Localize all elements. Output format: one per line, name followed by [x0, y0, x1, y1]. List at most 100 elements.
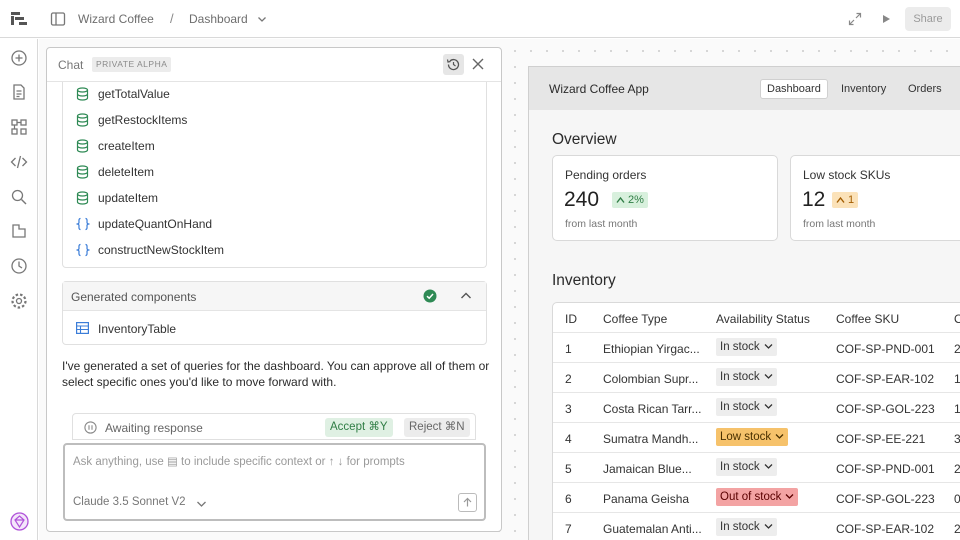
braces-icon: [76, 217, 90, 231]
chevron-down-icon: [764, 404, 773, 410]
component-item[interactable]: InventoryTable: [63, 312, 486, 345]
document-icon[interactable]: [10, 83, 28, 101]
awaiting-response-bar: Awaiting response Accept ⌘Y Reject ⌘N: [72, 413, 476, 440]
tab-dashboard[interactable]: Dashboard: [760, 79, 828, 99]
app-logo-icon[interactable]: [10, 10, 28, 28]
stat-delta-badge: 2%: [612, 192, 648, 208]
assistant-gem-icon[interactable]: [10, 512, 29, 531]
column-header[interactable]: O: [954, 312, 960, 326]
query-item[interactable]: createItem: [63, 136, 488, 156]
query-label: getTotalValue: [98, 87, 170, 101]
send-button[interactable]: [458, 493, 477, 512]
expand-icon[interactable]: [848, 12, 862, 26]
toggle-sidebar-icon[interactable]: [50, 11, 66, 27]
query-label: getRestockItems: [98, 113, 188, 127]
chevron-down-icon: [764, 524, 773, 530]
braces-icon: [76, 243, 90, 257]
breadcrumb-page[interactable]: Dashboard: [189, 12, 248, 26]
status-dropdown[interactable]: Low stock: [716, 428, 789, 446]
status-dropdown[interactable]: Out of stock: [716, 488, 799, 506]
status-dropdown[interactable]: In stock: [716, 518, 777, 536]
column-header[interactable]: Coffee SKU: [836, 312, 900, 326]
table-row[interactable]: 7 Guatemalan Anti... In stock COF-SP-EAR…: [553, 513, 960, 540]
code-icon[interactable]: [10, 153, 28, 171]
status-dropdown[interactable]: In stock: [716, 368, 777, 386]
generated-components-title: Generated components: [71, 290, 197, 304]
search-icon[interactable]: [10, 188, 28, 206]
chat-history-icon[interactable]: [443, 54, 464, 75]
table-row[interactable]: 5 Jamaican Blue... In stock COF-SP-PND-0…: [553, 453, 960, 483]
close-icon[interactable]: [471, 57, 485, 71]
column-header[interactable]: Availability Status: [716, 312, 810, 326]
cell-id: 6: [565, 492, 572, 506]
stat-delta-value: 1: [848, 194, 855, 206]
query-label: deleteItem: [98, 165, 155, 179]
chat-input-placeholder: Ask anything, use ▤ to include specific …: [73, 456, 405, 468]
assistant-message: I've generated a set of queries for the …: [62, 359, 490, 389]
chat-input[interactable]: Ask anything, use ▤ to include specific …: [63, 443, 486, 521]
history-icon[interactable]: [10, 257, 28, 275]
reject-button[interactable]: Reject ⌘N: [404, 418, 470, 437]
app-preview: Wizard Coffee App Dashboard Inventory Or…: [528, 66, 960, 540]
status-label: Low stock: [720, 431, 772, 443]
cell-quantity: 2: [954, 522, 960, 536]
table-row[interactable]: 6 Panama Geisha Out of stock COF-SP-GOL-…: [553, 483, 960, 513]
breadcrumb-project[interactable]: Wizard Coffee: [78, 12, 154, 26]
query-label: constructNewStockItem: [98, 243, 225, 257]
tab-inventory[interactable]: Inventory: [841, 83, 887, 95]
stat-card-pending-orders: Pending orders 240 2% from last month: [552, 155, 778, 241]
query-item[interactable]: getTotalValue: [63, 84, 488, 104]
cell-coffee-type: Colombian Supr...: [603, 372, 699, 386]
database-icon: [76, 113, 89, 127]
chevron-down-icon[interactable]: [257, 14, 267, 24]
inventory-table: ID Coffee Type Availability Status Coffe…: [552, 302, 960, 540]
stat-subtext: from last month: [803, 218, 876, 230]
query-item[interactable]: constructNewStockItem: [63, 240, 488, 260]
chevron-down-icon[interactable]: [196, 499, 207, 509]
column-header[interactable]: Coffee Type: [603, 312, 668, 326]
breadcrumb-separator: /: [170, 11, 174, 26]
query-item[interactable]: deleteItem: [63, 162, 488, 182]
cell-id: 5: [565, 462, 572, 476]
accept-button[interactable]: Accept ⌘Y: [325, 418, 393, 437]
cell-id: 4: [565, 432, 572, 446]
cell-quantity: 2: [954, 342, 960, 356]
chevron-up-icon[interactable]: [460, 291, 472, 301]
query-item[interactable]: getRestockItems: [63, 110, 488, 130]
table-row[interactable]: 1 Ethiopian Yirgac... In stock COF-SP-PN…: [553, 333, 960, 363]
model-selector[interactable]: Claude 3.5 Sonnet V2: [73, 496, 186, 508]
play-icon[interactable]: [880, 13, 892, 25]
add-icon[interactable]: [10, 49, 28, 67]
query-item[interactable]: updateItem: [63, 188, 488, 208]
chat-panel: Chat PRIVATE ALPHA getTotalValue getRest…: [46, 47, 502, 532]
query-label: createItem: [98, 139, 155, 153]
table-row[interactable]: 3 Costa Rican Tarr... In stock COF-SP-GO…: [553, 393, 960, 423]
tab-orders[interactable]: Orders: [908, 83, 942, 95]
query-item[interactable]: updateQuantOnHand: [63, 214, 488, 234]
status-dropdown[interactable]: In stock: [716, 398, 777, 416]
check-circle-icon: [423, 289, 437, 303]
table-row[interactable]: 4 Sumatra Mandh... Low stock COF-SP-EE-2…: [553, 423, 960, 453]
component-label: InventoryTable: [98, 322, 177, 336]
status-dropdown[interactable]: In stock: [716, 338, 777, 356]
cell-id: 7: [565, 522, 572, 536]
cell-sku: COF-SP-EAR-102: [836, 372, 935, 386]
generated-queries-list: getTotalValue getRestockItems createItem…: [62, 82, 487, 268]
table-row[interactable]: 2 Colombian Supr... In stock COF-SP-EAR-…: [553, 363, 960, 393]
stat-delta-value: 2%: [628, 194, 644, 206]
column-header[interactable]: ID: [565, 312, 577, 326]
component-icon[interactable]: [10, 222, 28, 240]
arrow-up-icon: [463, 497, 472, 507]
private-alpha-badge: PRIVATE ALPHA: [92, 57, 172, 72]
cell-quantity: 0: [954, 492, 960, 506]
settings-gear-icon[interactable]: [10, 292, 28, 310]
left-rail: [0, 39, 38, 540]
share-button[interactable]: Share: [905, 7, 951, 31]
generated-components-header[interactable]: Generated components: [63, 282, 486, 311]
stat-subtext: from last month: [565, 218, 638, 230]
workflow-icon[interactable]: [10, 118, 28, 136]
cell-quantity: 18: [954, 372, 960, 386]
database-icon: [76, 139, 89, 153]
status-dropdown[interactable]: In stock: [716, 458, 777, 476]
stat-value: 12: [802, 188, 826, 211]
